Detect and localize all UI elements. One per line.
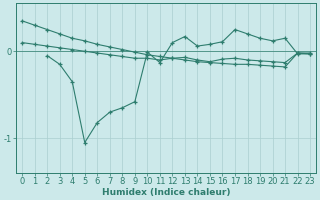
X-axis label: Humidex (Indice chaleur): Humidex (Indice chaleur)	[102, 188, 230, 197]
